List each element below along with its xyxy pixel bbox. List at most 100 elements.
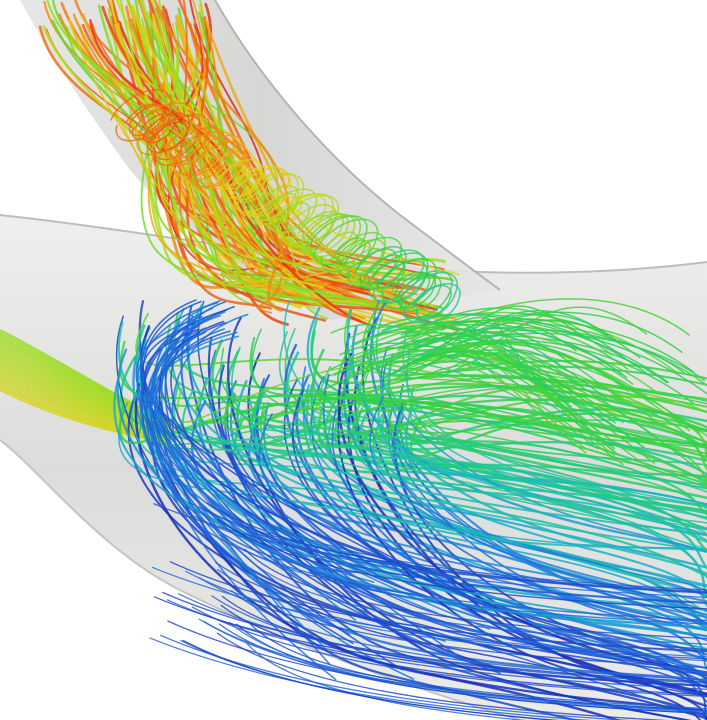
streamline <box>198 618 707 710</box>
streamline <box>365 323 707 386</box>
streamline <box>233 499 707 591</box>
streamline <box>182 639 559 720</box>
streamline <box>243 173 305 226</box>
streamline <box>192 0 415 314</box>
streamline <box>306 214 362 262</box>
streamline <box>233 513 707 604</box>
streamline <box>409 384 707 434</box>
streamline <box>174 134 210 165</box>
streamline <box>249 336 707 486</box>
streamline <box>347 347 624 466</box>
streamline <box>216 518 707 610</box>
streamline <box>228 621 707 713</box>
streamline <box>279 202 311 229</box>
streamline <box>364 254 406 289</box>
streamline <box>58 13 319 290</box>
streamline <box>148 113 211 166</box>
streamline <box>232 167 290 216</box>
streamline <box>167 23 292 272</box>
streamline <box>219 164 251 191</box>
streamline <box>178 593 707 684</box>
streamline <box>177 7 270 281</box>
streamline <box>206 502 707 594</box>
streamline <box>381 396 707 463</box>
streamline <box>139 113 176 144</box>
streamline <box>398 337 616 450</box>
streamline <box>158 320 454 580</box>
streamline <box>342 236 403 288</box>
streamline <box>399 350 616 424</box>
streamline <box>165 324 707 466</box>
streamline <box>350 325 601 434</box>
streamline <box>330 323 642 463</box>
streamline <box>362 357 707 405</box>
streamline <box>302 384 707 624</box>
streamline <box>355 248 398 284</box>
streamline <box>153 503 707 594</box>
streamline <box>363 330 587 454</box>
streamline <box>392 406 707 613</box>
streamline <box>391 271 431 305</box>
streamline <box>46 0 455 324</box>
streamline <box>119 0 273 298</box>
streamline <box>170 307 707 552</box>
streamline <box>160 0 266 310</box>
streamline <box>153 324 438 614</box>
streamline <box>203 507 707 599</box>
streamline <box>264 188 318 234</box>
streamline <box>139 318 351 636</box>
streamline <box>287 204 337 246</box>
streamline <box>230 589 707 681</box>
streamline <box>199 577 707 669</box>
streamline <box>220 604 707 696</box>
streamline <box>137 405 707 553</box>
streamline <box>226 387 707 718</box>
streamline <box>395 402 707 445</box>
streamline <box>153 596 707 687</box>
streamline <box>329 361 599 450</box>
streamline <box>418 305 583 360</box>
streamline <box>357 360 707 433</box>
streamline <box>162 591 707 683</box>
streamline <box>331 409 707 624</box>
streamline <box>42 25 396 310</box>
streamline <box>364 313 670 384</box>
streamline <box>258 413 707 625</box>
streamline <box>70 22 370 288</box>
streamline <box>333 348 580 402</box>
streamline <box>149 637 591 720</box>
streamline <box>153 0 290 312</box>
streamline <box>291 389 707 652</box>
streamline <box>244 548 707 640</box>
streamline <box>151 566 707 658</box>
streamline <box>135 312 707 433</box>
streamline <box>339 342 646 450</box>
streamline <box>420 342 676 417</box>
streamline <box>219 533 707 625</box>
streamline <box>216 568 707 660</box>
streamline <box>448 319 641 359</box>
streamline <box>387 389 707 431</box>
streamline <box>363 332 582 399</box>
streamline <box>185 570 707 662</box>
streamline <box>246 643 526 720</box>
streamline <box>119 340 707 447</box>
streamline <box>131 102 194 156</box>
streamline <box>211 595 707 686</box>
streamline <box>117 320 707 537</box>
streamline <box>383 313 617 380</box>
streamline <box>337 348 707 392</box>
streamline <box>376 258 437 310</box>
streamline <box>174 131 228 177</box>
streamline <box>145 327 394 565</box>
streamline <box>247 416 707 617</box>
streamline <box>396 331 660 395</box>
streamline <box>165 129 202 160</box>
streamline <box>141 309 354 645</box>
streamline <box>306 306 707 537</box>
streamline <box>238 172 292 218</box>
streamline <box>386 341 634 385</box>
streamline <box>240 172 299 222</box>
